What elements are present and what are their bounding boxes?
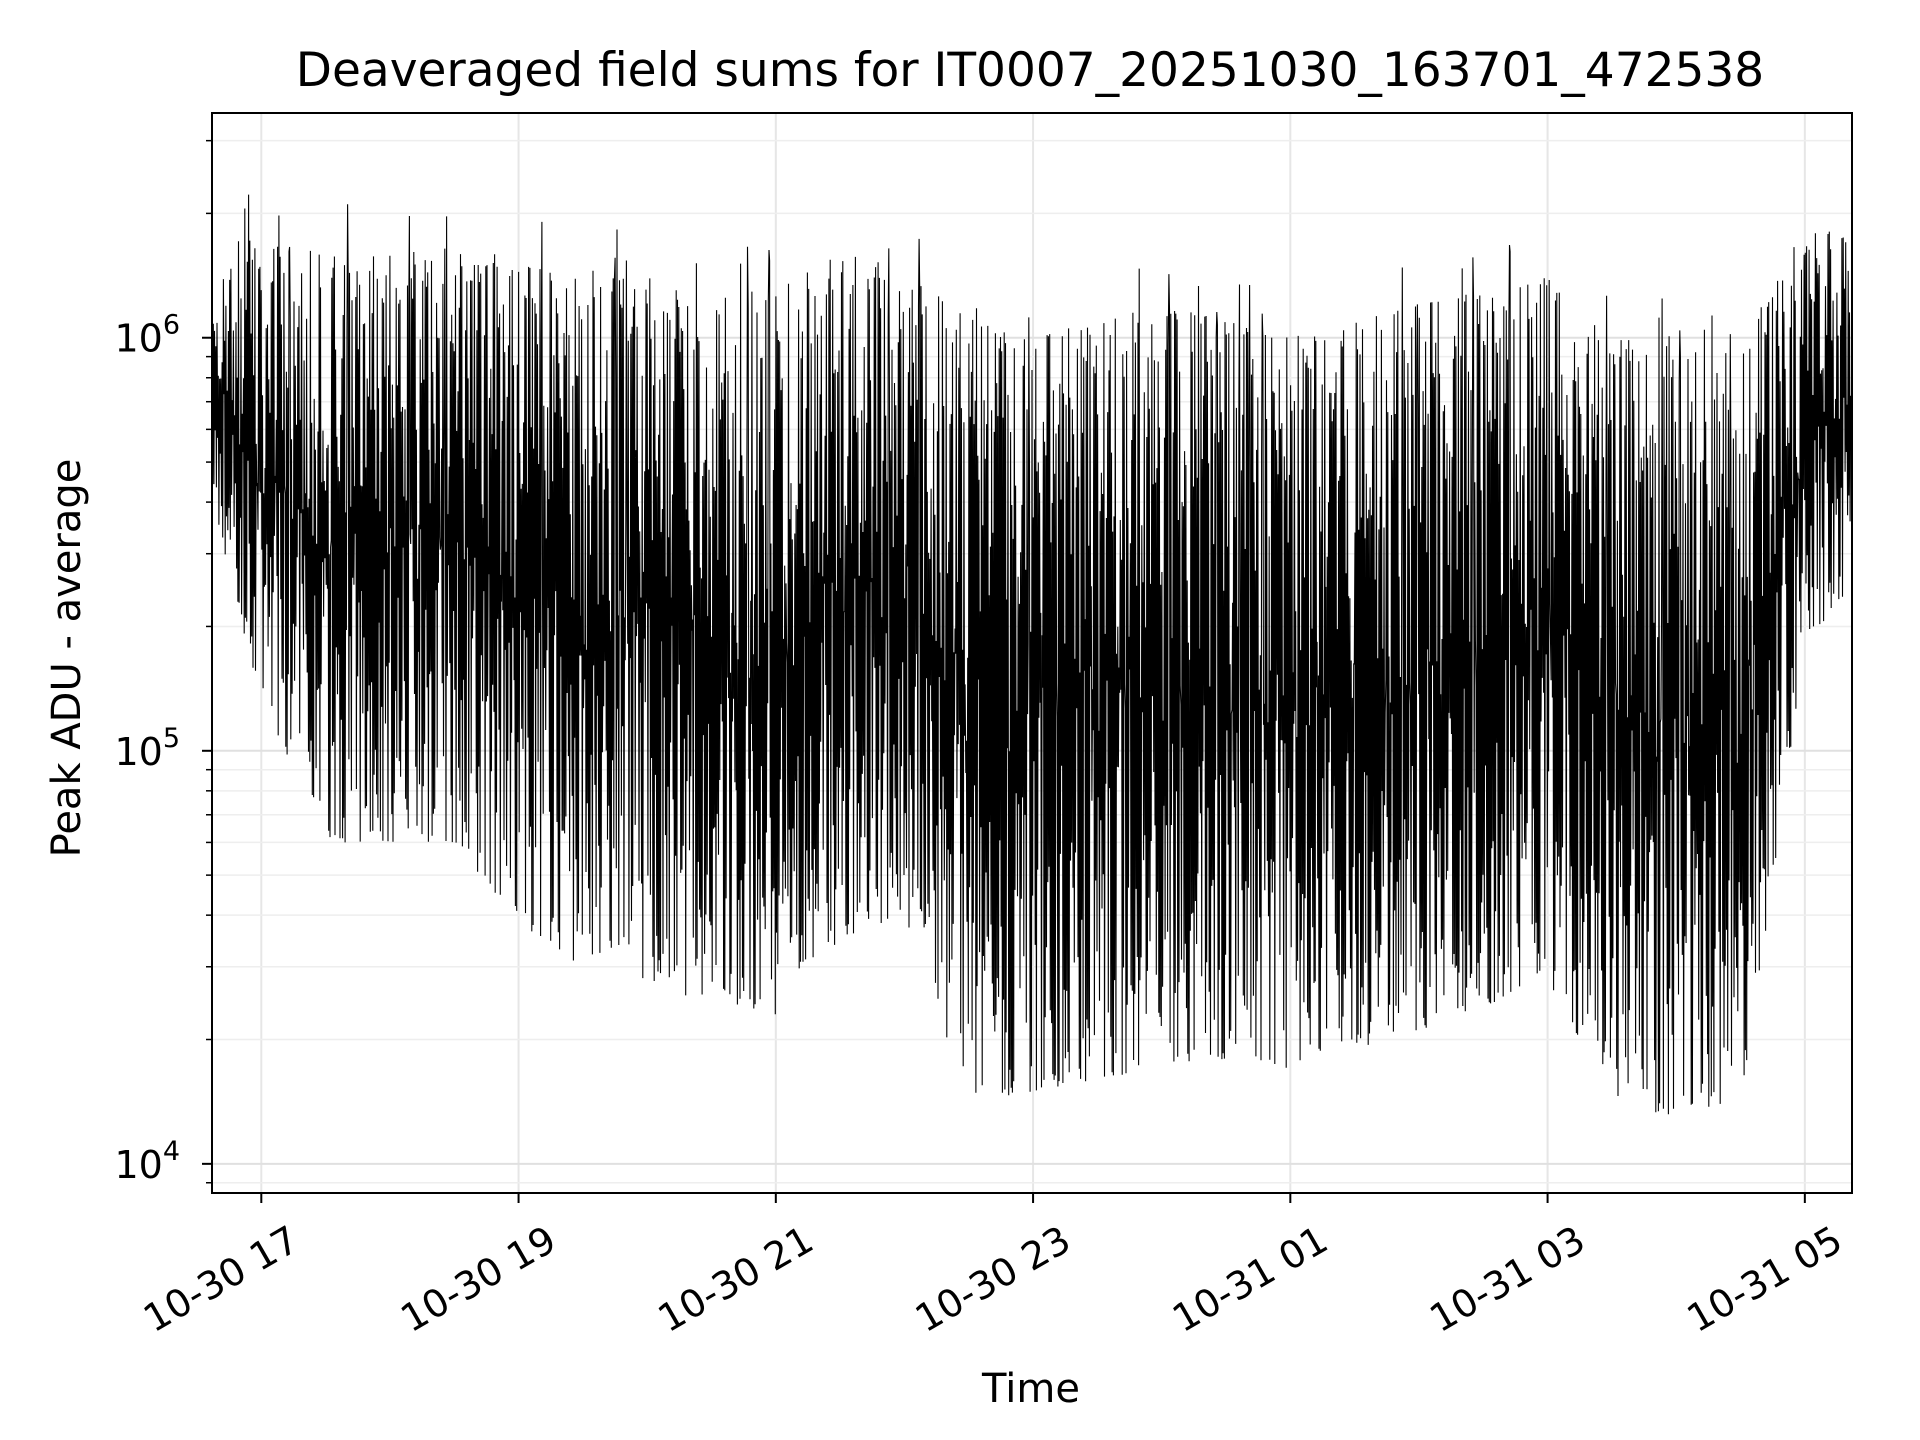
y-axis-label: Peak ADU - average: [44, 459, 90, 858]
x-tick-label: 10-31 03: [1422, 1217, 1592, 1341]
x-axis-label: Time: [981, 1366, 1080, 1412]
x-tick-label: 10-30 17: [136, 1217, 306, 1341]
x-tick-label: 10-31 01: [1165, 1217, 1335, 1341]
x-tick-label: 10-30 21: [651, 1217, 821, 1341]
y-tick-label: 106: [114, 310, 180, 361]
x-tick-label: 10-30 23: [908, 1217, 1078, 1341]
y-tick-label: 105: [114, 723, 180, 774]
y-tick-label: 104: [114, 1136, 180, 1187]
series-line: [211, 194, 1853, 1115]
axes-frame: [211, 112, 1853, 1194]
chart-title: Deaveraged field sums for IT0007_2025103…: [296, 43, 1764, 98]
x-tick-label: 10-30 19: [393, 1217, 563, 1341]
x-tick-label: 10-31 05: [1680, 1217, 1850, 1341]
plot-area: [211, 194, 1853, 1115]
